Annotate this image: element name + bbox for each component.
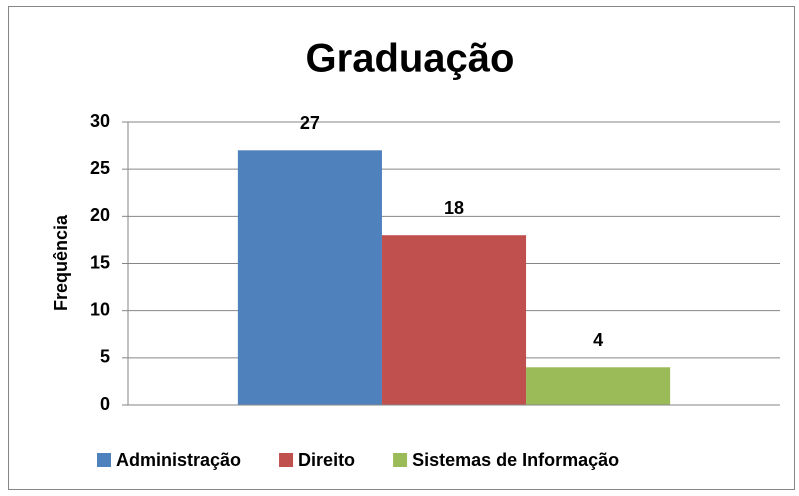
data-label: 18	[444, 198, 464, 218]
bar	[526, 367, 671, 405]
legend-swatch	[279, 453, 294, 467]
data-label: 27	[300, 113, 320, 133]
y-tick-label: 0	[100, 394, 110, 414]
bar	[237, 150, 382, 405]
chart-title: Graduação	[306, 37, 515, 81]
y-tick-label: 20	[90, 205, 110, 225]
bar	[381, 235, 527, 405]
y-axis-label: Frequência	[51, 214, 71, 311]
legend-label: Direito	[298, 450, 355, 470]
y-tick-label: 10	[90, 299, 110, 319]
legend-label: Administração	[116, 450, 241, 470]
legend-swatch	[97, 453, 111, 467]
y-tick-label: 25	[90, 158, 110, 178]
legend-swatch	[393, 453, 408, 467]
legend-label: Sistemas de Informação	[412, 450, 619, 470]
y-tick-label: 15	[90, 252, 110, 272]
data-label: 4	[593, 330, 603, 350]
y-tick-label: 5	[100, 347, 110, 367]
y-tick-label: 30	[90, 111, 110, 131]
